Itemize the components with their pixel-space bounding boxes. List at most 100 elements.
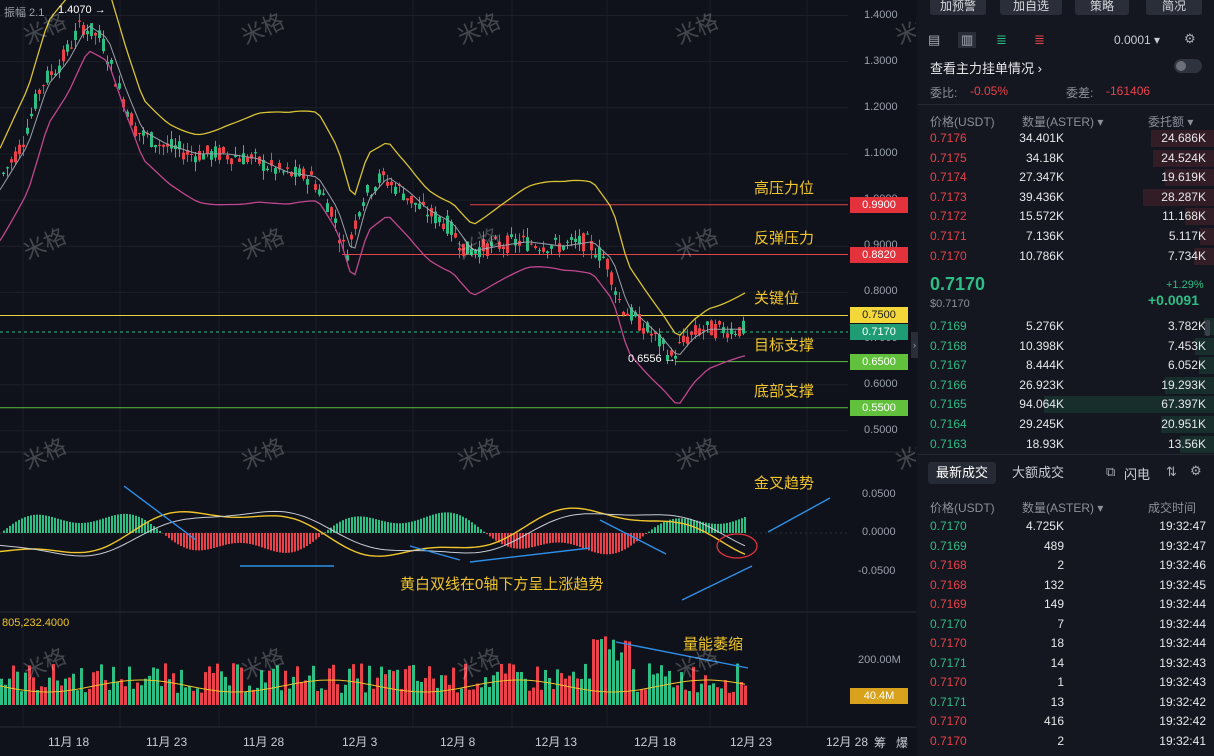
candle xyxy=(430,208,433,217)
date-label: 11月 18 xyxy=(48,735,90,749)
orderbook-row[interactable]: 0.7170 10.786K 7.734K xyxy=(918,247,1214,267)
depth-bar xyxy=(1151,130,1214,147)
settings-gear-icon[interactable]: ⚙ xyxy=(1184,31,1196,46)
macd-bar xyxy=(462,516,464,533)
add-watchlist-button[interactable]: 加自选 xyxy=(1000,0,1062,15)
volume-bar xyxy=(472,689,475,705)
ratio-value: -0.05% xyxy=(970,84,1009,98)
chips-label[interactable]: 筹 xyxy=(874,736,887,750)
panel-collapse-handle[interactable]: › xyxy=(911,332,918,358)
candle xyxy=(178,141,181,150)
orderbook-split-icon[interactable]: ≣ xyxy=(1034,32,1045,47)
volume-bar xyxy=(644,689,647,705)
orderbook-buy-icon[interactable]: ▥ xyxy=(958,32,977,48)
orderbook-row[interactable]: 0.7163 18.93K 13.56K xyxy=(918,435,1214,455)
orderbook-scrollbar[interactable] xyxy=(1205,320,1210,336)
tab-large-trades[interactable]: 大额成交 xyxy=(1012,465,1065,480)
orderbook-sell-icon[interactable]: ≣ xyxy=(996,32,1007,47)
date-label: 12月 28 xyxy=(826,735,869,749)
macd-bar xyxy=(321,533,323,535)
macd-bar xyxy=(174,533,176,543)
trade-settings-gear-icon[interactable]: ⚙ xyxy=(1190,463,1202,478)
candle xyxy=(62,49,65,62)
volume-bar xyxy=(448,684,451,705)
volume-bar xyxy=(176,692,179,705)
macd-bar xyxy=(624,533,626,550)
strategy-button[interactable]: 策略 xyxy=(1075,0,1129,15)
profile-button[interactable]: 简况 xyxy=(1146,0,1202,15)
tr-col-qty[interactable]: 数量(ASTER) ▾ xyxy=(1022,501,1104,515)
macd-bar xyxy=(516,533,518,549)
level-label: 目标支撑 xyxy=(754,336,815,354)
macd-bar xyxy=(378,519,380,533)
volume-bar xyxy=(596,639,599,705)
candle xyxy=(670,350,673,356)
orderbook-row[interactable]: 0.7167 8.444K 6.052K xyxy=(918,356,1214,376)
trade-row: 0.7170 2 19:32:41 xyxy=(918,732,1214,752)
orderbook-row[interactable]: 0.7173 39.436K 28.287K xyxy=(918,188,1214,208)
candle xyxy=(346,255,349,261)
liquidation-label[interactable]: 爆 xyxy=(896,736,909,750)
candle xyxy=(434,211,437,224)
volume-bar xyxy=(64,678,67,705)
candle xyxy=(698,328,701,336)
ob-col-amount[interactable]: 委托额 ▾ xyxy=(1148,115,1194,129)
orderbook-row[interactable]: 0.7166 26.923K 19.293K xyxy=(918,376,1214,396)
ob-col-price: 价格(USDT) xyxy=(930,115,995,129)
orderbook-row[interactable]: 0.7169 5.276K 3.782K xyxy=(918,317,1214,337)
macd-bar xyxy=(315,533,317,540)
orderbook-row[interactable]: 0.7174 27.347K 19.619K xyxy=(918,168,1214,188)
macd-bar xyxy=(99,519,101,533)
macd-bar xyxy=(114,515,116,533)
candle xyxy=(154,145,157,148)
quick-trade-icon[interactable]: ⧉ xyxy=(1106,464,1116,479)
volume-bar xyxy=(400,688,403,705)
macd-bar xyxy=(612,533,614,554)
volume-bar xyxy=(496,671,499,705)
annotation-arrow xyxy=(615,641,749,669)
view-main-orders-link[interactable]: 查看主力挂单情况 › xyxy=(930,61,1042,76)
macd-bar xyxy=(270,533,272,551)
chart-panel[interactable]: 米格 米格 米格 米格 米格 米格 米格 米格 米格 米格 米格 米格 米格 米格 米格 米格 米格 米格 振幅 … xyxy=(0,0,916,756)
tab-latest-trades[interactable]: 最新成交 xyxy=(928,462,997,484)
candle xyxy=(646,322,649,332)
macd-bar xyxy=(387,522,389,533)
volume-bar xyxy=(528,690,531,705)
macd-dif-line xyxy=(0,507,746,557)
orderbook-row[interactable]: 0.7176 34.401K 24.686K xyxy=(918,129,1214,149)
row-qty: 10.398K xyxy=(1019,338,1064,353)
macd-bar xyxy=(294,533,296,552)
main-orders-toggle[interactable] xyxy=(1174,59,1202,73)
orderbook-row[interactable]: 0.7172 15.572K 11.168K xyxy=(918,207,1214,227)
volume-bar xyxy=(320,688,323,705)
macd-bar xyxy=(429,515,431,533)
macd-bar xyxy=(102,518,104,533)
candle xyxy=(274,168,277,174)
orderbook-row[interactable]: 0.7164 29.245K 20.951K xyxy=(918,415,1214,435)
filter-icon[interactable]: ⇅ xyxy=(1166,464,1177,479)
orderbook-row[interactable]: 0.7168 10.398K 7.453K xyxy=(918,337,1214,357)
candle xyxy=(58,65,61,73)
macd-bar xyxy=(117,514,119,533)
volume-bar xyxy=(292,676,295,705)
volume-bar xyxy=(536,666,539,705)
orderbook-row[interactable]: 0.7175 34.18K 24.524K xyxy=(918,149,1214,169)
orderbook-both-icon[interactable]: ▤ xyxy=(928,32,941,47)
orderbook-row[interactable]: 0.7171 7.136K 5.117K xyxy=(918,227,1214,247)
add-alert-button[interactable]: 加预警 xyxy=(930,0,986,15)
ob-col-qty[interactable]: 数量(ASTER) ▾ xyxy=(1022,115,1104,129)
precision-select[interactable]: 0.0001 ▾ xyxy=(1114,33,1161,47)
volume-bar xyxy=(24,672,27,705)
volume-bar xyxy=(724,680,727,705)
candle xyxy=(598,247,601,261)
orderbook-row[interactable]: 0.7165 94.064K 67.397K xyxy=(918,395,1214,415)
watermark-text: 米格 xyxy=(238,644,288,685)
candle xyxy=(726,333,729,338)
macd-bar xyxy=(105,517,107,533)
watermark-text: 米格 xyxy=(238,434,288,475)
quick-trade-label[interactable]: 闪电 xyxy=(1124,467,1151,482)
trade-price: 0.7170 xyxy=(930,675,967,689)
candle xyxy=(126,111,129,117)
candle xyxy=(202,153,205,160)
